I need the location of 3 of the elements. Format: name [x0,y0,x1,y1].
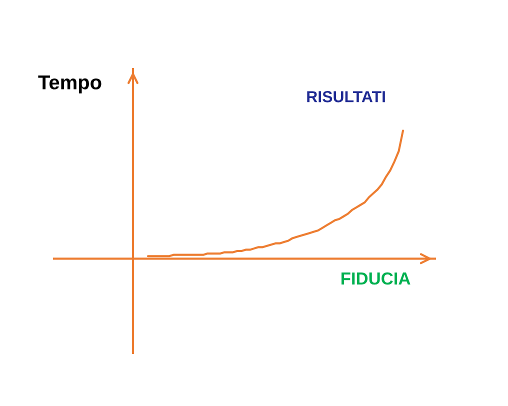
x-axis-title: FIDUCIA [342,272,410,285]
y-axis-title: Tempo [38,75,102,94]
text: RISULTATI [307,91,385,102]
